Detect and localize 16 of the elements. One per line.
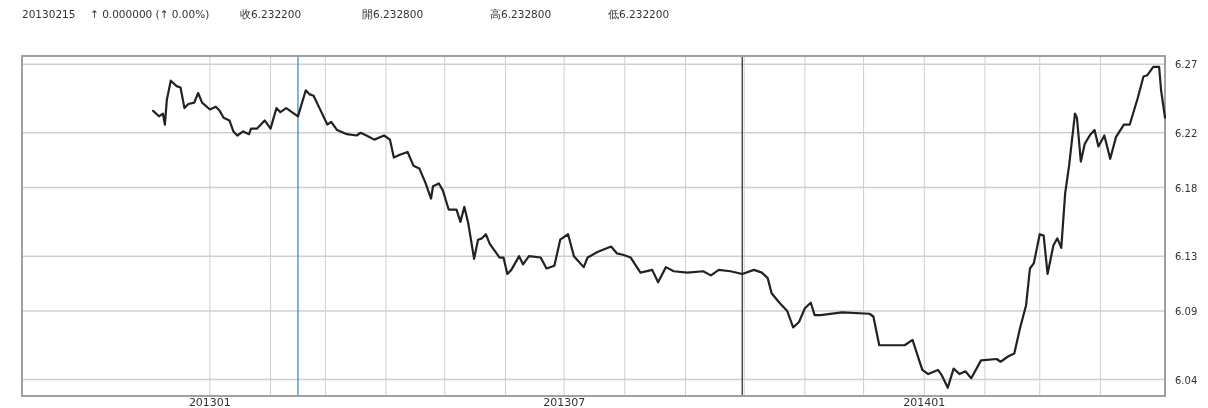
y-tick-label: 6.04 [1175,374,1198,386]
y-tick-label: 6.22 [1175,127,1198,139]
line-series [152,65,1167,389]
y-tick-label: 6.13 [1175,251,1198,263]
text: ↑ 0.000000 (↑ 0.00%) [90,8,210,20]
y-tick-label: 6.27 [1175,59,1198,71]
y-tick-label: 6.09 [1175,306,1198,317]
x-tick-label: 201307 [543,396,586,408]
y-tick-label: 6.18 [1175,182,1198,194]
x-tick-label: 201301 [188,396,231,408]
text: 20130215 [22,8,76,20]
text: 高6.232800 [490,8,552,20]
text: 收6.232200 [240,8,302,20]
text: 開6.232800 [362,8,424,20]
text: 低6.232200 [608,8,670,20]
x-tick-label: 201401 [903,396,946,408]
